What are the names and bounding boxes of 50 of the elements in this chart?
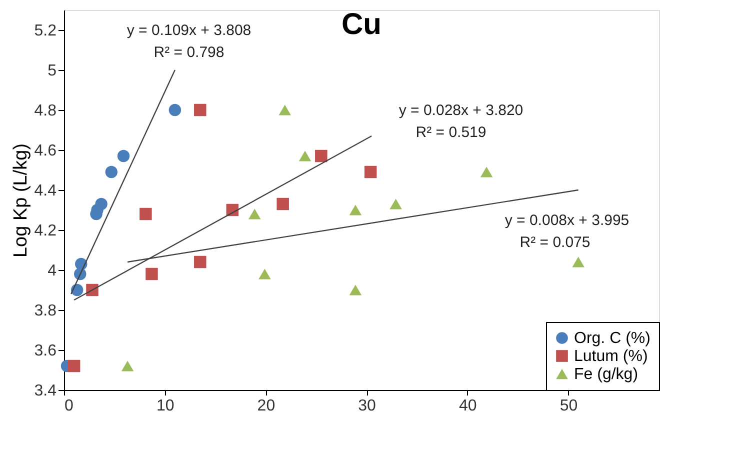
- y-tick-label: 5.2: [34, 22, 57, 40]
- point: [480, 166, 493, 178]
- annotation: y = 0.028x + 3.820: [398, 102, 524, 119]
- point: [146, 268, 158, 280]
- point: [68, 360, 80, 372]
- point: [70, 284, 84, 296]
- y-tick-label: 4.2: [34, 222, 57, 240]
- point: [276, 198, 289, 210]
- legend-label: Fe (g/kg): [574, 366, 638, 383]
- chart-title: Cu: [342, 8, 382, 41]
- point: [194, 104, 206, 116]
- y-tick-label: 4.4: [34, 182, 57, 200]
- point: [95, 198, 108, 210]
- point: [298, 150, 312, 162]
- point: [168, 104, 182, 116]
- point: [364, 166, 377, 178]
- point: [349, 204, 362, 216]
- y-tick-label: 4.6: [34, 142, 57, 160]
- y-tick-label: 3.8: [34, 302, 57, 320]
- point: [117, 150, 130, 162]
- legend-label: Lutum (%): [574, 348, 648, 365]
- x-tick-label: 0: [64, 398, 74, 414]
- point: [349, 284, 362, 296]
- x-tick-label: 20: [257, 398, 276, 414]
- y-tick-label: 3.6: [34, 342, 57, 360]
- point: [140, 208, 152, 220]
- point: [248, 208, 261, 220]
- point: [258, 268, 271, 280]
- x-tick-label: 40: [458, 398, 477, 414]
- point: [278, 104, 291, 116]
- annotation: R² = 0.798: [154, 44, 224, 61]
- y-tick-label: 4: [48, 262, 57, 280]
- x-tick-label: 10: [156, 398, 174, 414]
- annotation: y = 0.008x + 3.995: [504, 212, 630, 229]
- y-tick-label: 4.8: [34, 102, 57, 120]
- point: [390, 198, 402, 210]
- annotation: R² = 0.075: [520, 234, 590, 251]
- x-tick-label: 30: [358, 398, 376, 414]
- point: [572, 256, 584, 268]
- point: [105, 166, 118, 178]
- point: [315, 150, 328, 162]
- y-tick-label: 5: [48, 62, 57, 80]
- point: [121, 360, 134, 372]
- y-axis-title: Log Kp (L/kg): [10, 143, 32, 258]
- annotation: R² = 0.519: [416, 124, 486, 141]
- annotation: y = 0.109x + 3.808: [126, 22, 252, 39]
- legend-label: Org. C (%): [574, 330, 650, 347]
- point: [194, 256, 206, 268]
- y-tick-label: 3.4: [34, 382, 57, 400]
- x-tick-label: 50: [560, 398, 578, 414]
